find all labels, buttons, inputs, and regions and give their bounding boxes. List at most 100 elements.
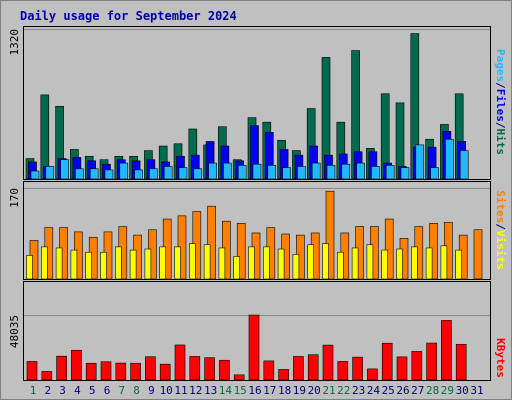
legend-pages-files-hits-part-2: / xyxy=(494,82,507,89)
bar-kbytes-day-27 xyxy=(411,351,423,381)
ymax-label-kbytes: 48035 xyxy=(8,315,21,348)
bar-sites-day-20 xyxy=(307,244,315,280)
bar-sites-day-13 xyxy=(203,244,211,280)
bar-sites-day-1 xyxy=(26,255,33,280)
bar-kbytes-day-8 xyxy=(130,362,141,381)
bar-pages-day-15 xyxy=(237,165,247,180)
bar-pages-day-11 xyxy=(178,167,188,180)
x-tick-label-19: 19 xyxy=(293,384,306,397)
x-tick-label-24: 24 xyxy=(367,384,381,397)
bar-visits-day-15 xyxy=(236,223,246,280)
legend-sites-visits: Sites/Visits xyxy=(494,190,507,270)
legend-pages-files-hits-part-5: Hits xyxy=(494,129,507,156)
bar-sites-day-11 xyxy=(174,246,181,280)
bar-pages-day-23 xyxy=(356,162,365,180)
bar-sites-day-17 xyxy=(262,246,270,280)
x-tick-label-23: 23 xyxy=(352,384,365,397)
bar-kbytes-day-24 xyxy=(367,368,378,381)
ymax-label-visits: 170 xyxy=(8,188,21,208)
bar-kbytes-day-26 xyxy=(396,356,408,381)
bar-pages-day-10 xyxy=(163,166,173,180)
bar-sites-day-28 xyxy=(425,247,433,280)
bar-sites-day-21 xyxy=(322,243,329,280)
bar-sites-day-5 xyxy=(85,251,92,280)
bar-kbytes-day-30 xyxy=(455,343,467,381)
x-tick-label-4: 4 xyxy=(74,384,81,397)
bar-kbytes-day-18 xyxy=(278,369,289,381)
x-tick-label-21: 21 xyxy=(322,384,335,397)
bar-pages-day-25 xyxy=(385,165,395,180)
bar-kbytes-day-5 xyxy=(85,362,97,381)
bar-kbytes-day-20 xyxy=(307,354,319,381)
bar-kbytes-day-16 xyxy=(248,314,260,381)
bar-sites-day-27 xyxy=(410,246,418,280)
x-tick-label-20: 20 xyxy=(308,384,321,397)
x-tick-label-15: 15 xyxy=(234,384,247,397)
bar-kbytes-day-22 xyxy=(337,361,349,381)
x-tick-label-2: 2 xyxy=(44,384,51,397)
bar-sites-day-30 xyxy=(455,249,463,280)
bar-sites-day-29 xyxy=(440,245,448,280)
bar-sites-day-18 xyxy=(277,248,285,280)
bar-pages-day-18 xyxy=(282,167,291,180)
bar-pages-day-2 xyxy=(45,166,55,180)
bar-kbytes-day-12 xyxy=(189,356,201,381)
x-tick-label-5: 5 xyxy=(89,384,96,397)
x-tick-label-3: 3 xyxy=(59,384,66,397)
bar-sites-day-26 xyxy=(396,248,403,280)
bar-visits-day-13 xyxy=(207,205,216,280)
x-tick-label-25: 25 xyxy=(382,384,395,397)
bar-kbytes-day-6 xyxy=(100,361,112,381)
bar-sites-day-23 xyxy=(351,247,359,280)
ymax-label-hits: 1320 xyxy=(8,29,21,56)
bar-pages-day-12 xyxy=(193,168,203,180)
x-tick-label-17: 17 xyxy=(263,384,276,397)
bar-pages-day-3 xyxy=(60,159,69,180)
bar-sites-day-16 xyxy=(248,246,255,280)
x-tick-label-8: 8 xyxy=(133,384,140,397)
bar-kbytes-day-23 xyxy=(352,356,363,381)
x-tick-label-29: 29 xyxy=(441,384,454,397)
bar-pages-day-4 xyxy=(75,168,84,180)
bar-sites-day-8 xyxy=(129,249,137,280)
legend-kbytes: KBytes xyxy=(494,338,507,378)
bar-sites-day-9 xyxy=(144,248,152,280)
bar-kbytes-day-25 xyxy=(381,342,393,381)
bar-pages-day-20 xyxy=(311,162,321,180)
bar-kbytes-day-3 xyxy=(56,355,67,381)
bar-pages-day-5 xyxy=(89,168,99,180)
chart-title: Daily usage for September 2024 xyxy=(20,9,237,23)
x-tick-label-27: 27 xyxy=(411,384,424,397)
bar-visits-day-31 xyxy=(473,229,483,280)
bar-sites-day-19 xyxy=(292,254,300,280)
bar-sites-day-12 xyxy=(189,243,196,280)
x-tick-label-18: 18 xyxy=(278,384,291,397)
bar-pages-day-14 xyxy=(223,162,232,180)
legend-pages-files-hits-part-3: Files xyxy=(494,89,507,122)
bar-sites-day-25 xyxy=(381,249,389,280)
bar-pages-day-1 xyxy=(30,170,40,180)
x-tick-label-22: 22 xyxy=(337,384,350,397)
bar-sites-day-2 xyxy=(40,246,48,280)
bar-visits-day-25 xyxy=(384,218,394,280)
bar-kbytes-day-2 xyxy=(41,371,53,381)
bar-kbytes-day-13 xyxy=(204,357,215,381)
bar-pages-day-17 xyxy=(267,165,277,180)
x-tick-label-13: 13 xyxy=(204,384,217,397)
legend-pages-files-hits-part-4: / xyxy=(494,122,507,129)
bar-sites-day-14 xyxy=(218,247,226,280)
legend-sites-visits-part-2: / xyxy=(494,223,507,230)
bar-pages-day-13 xyxy=(208,162,217,180)
legend-pages-files-hits: Pages/Files/Hits xyxy=(494,49,507,155)
x-tick-label-31: 31 xyxy=(470,384,483,397)
x-tick-label-30: 30 xyxy=(456,384,469,397)
bar-sites-day-6 xyxy=(100,251,107,280)
bar-kbytes-day-17 xyxy=(263,360,275,381)
x-tick-label-26: 26 xyxy=(396,384,409,397)
x-tick-label-12: 12 xyxy=(189,384,202,397)
bar-pages-day-7 xyxy=(119,162,129,180)
x-tick-label-16: 16 xyxy=(248,384,261,397)
bar-kbytes-day-9 xyxy=(145,356,156,381)
